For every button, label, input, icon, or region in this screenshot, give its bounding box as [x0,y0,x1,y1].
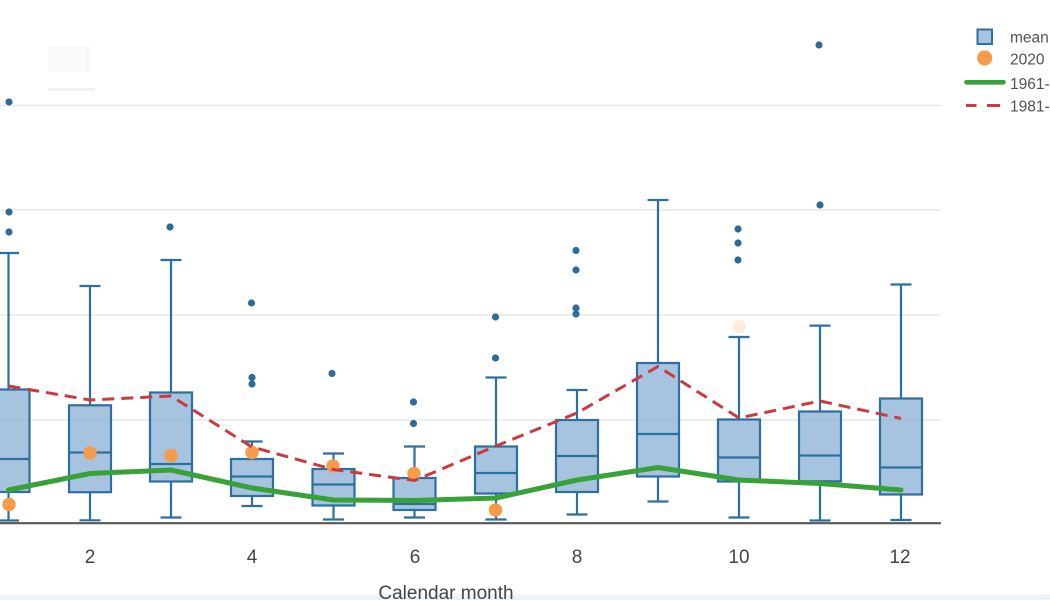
svg-text:Calendar month: Calendar month [378,583,513,600]
svg-text:8: 8 [572,547,583,568]
svg-text:2020: 2020 [1010,51,1045,68]
svg-text:1961-19: 1961-19 [1010,76,1050,93]
svg-text:mean mo: mean mo [1010,30,1050,47]
svg-text:6: 6 [410,547,421,568]
svg-text:4: 4 [247,547,258,568]
svg-text:12: 12 [889,547,910,568]
svg-text:10: 10 [728,547,749,568]
svg-text:2: 2 [85,547,96,568]
svg-text:1981-20: 1981-20 [1010,99,1050,116]
